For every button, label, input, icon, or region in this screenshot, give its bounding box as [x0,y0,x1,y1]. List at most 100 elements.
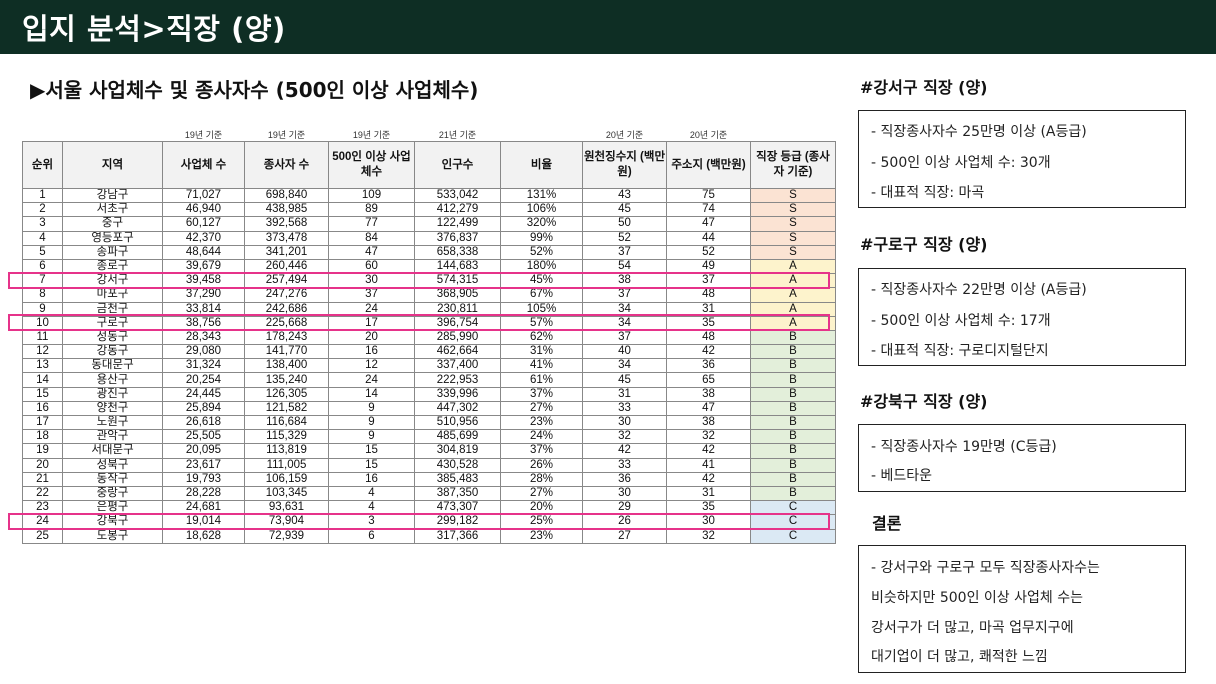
cell-region: 강남구 [62,188,163,204]
cell-businesses: 20,095 [162,443,245,459]
cell-ratio: 67% [500,287,583,303]
cell-employees: 103,345 [244,486,329,502]
cell-region: 동대문구 [62,358,163,374]
cell-address-income: 48 [666,330,751,346]
summary-line: - 직장종사자수 22만명 이상 (A등급) [871,282,1087,298]
base-year-cell: 21년 기준 [414,128,501,142]
cell-ratio: 31% [500,344,583,360]
cell-rank: 8 [22,287,63,303]
cell-businesses: 48,644 [162,245,245,260]
base-year-cell: 19년 기준 [328,128,415,142]
cell-large-businesses: 89 [328,202,415,218]
table-row: 22 중랑구 28,228 103,345 4 387,350 27% 30 31 B [22,486,836,502]
cell-address-income: 75 [666,188,751,204]
cell-region: 동작구 [62,472,163,487]
cell-businesses: 20,254 [162,372,245,388]
cell-businesses: 71,027 [162,188,245,204]
cell-address-income: 48 [666,287,751,303]
cell-address-income: 36 [666,358,751,374]
cell-address-income: 42 [666,472,751,487]
cell-job-grade: B [750,372,836,388]
cell-withholding-income: 52 [582,231,667,246]
cell-population: 122,499 [414,216,501,232]
cell-rank: 15 [22,387,63,402]
cell-job-grade: S [750,188,836,204]
cell-address-income: 42 [666,443,751,459]
header-job-grade: 직장 등급 (종사자 기준) [750,141,836,189]
cell-large-businesses: 15 [328,443,415,459]
cell-region: 영등포구 [62,231,163,246]
cell-employees: 73,904 [244,514,329,530]
cell-population: 430,528 [414,458,501,473]
cell-large-businesses: 4 [328,486,415,502]
cell-region: 관악구 [62,429,163,445]
cell-job-grade: A [750,273,836,289]
cell-ratio: 28% [500,472,583,487]
cell-rank: 18 [22,429,63,445]
table-row: 7 강서구 39,458 257,494 30 574,315 45% 38 37 A [22,273,836,289]
header-employees: 종사자 수 [244,141,329,189]
cell-rank: 11 [22,330,63,346]
cell-businesses: 25,505 [162,429,245,445]
page-title: 입지 분석>직장 (양) [22,12,286,46]
cell-region: 광진구 [62,387,163,402]
cell-rank: 25 [22,529,63,544]
cell-population: 658,338 [414,245,501,260]
cell-job-grade: B [750,387,836,402]
cell-ratio: 52% [500,245,583,260]
cell-address-income: 44 [666,231,751,246]
table-row: 4 영등포구 42,370 373,478 84 376,837 99% 52 44 S [22,231,836,246]
table-row: 12 강동구 29,080 141,770 16 462,664 31% 40 42 B [22,344,836,360]
cell-rank: 14 [22,372,63,388]
cell-job-grade: B [750,458,836,473]
conclusion-line: 비슷하지만 500인 이상 사업체 수는 [871,590,1083,606]
cell-population: 304,819 [414,443,501,459]
summary-line: - 직장종사자수 25만명 이상 (A등급) [871,124,1087,140]
cell-job-grade: B [750,472,836,487]
cell-population: 396,754 [414,316,501,331]
cell-businesses: 26,618 [162,415,245,431]
cell-job-grade: C [750,500,836,516]
cell-rank: 16 [22,401,63,417]
cell-businesses: 42,370 [162,231,245,246]
cell-large-businesses: 9 [328,429,415,445]
table-row: 2 서초구 46,940 438,985 89 412,279 106% 45 74 S [22,202,836,218]
table-row: 8 마포구 37,290 247,276 37 368,905 67% 37 48 A [22,287,836,303]
cell-region: 마포구 [62,287,163,303]
cell-ratio: 24% [500,429,583,445]
cell-job-grade: B [750,401,836,417]
table-row: 6 종로구 39,679 260,446 60 144,683 180% 54 49 A [22,259,836,275]
header-region: 지역 [62,141,163,189]
cell-job-grade: A [750,287,836,303]
header-bar: 입지 분석>직장 (양) [0,0,1216,54]
cell-large-businesses: 14 [328,387,415,402]
cell-employees: 113,819 [244,443,329,459]
cell-large-businesses: 9 [328,415,415,431]
cell-employees: 116,684 [244,415,329,431]
cell-ratio: 99% [500,231,583,246]
cell-address-income: 41 [666,458,751,473]
cell-businesses: 31,324 [162,358,245,374]
gangbuk-summary-box: - 직장종사자수 19만명 (C등급) - 베드타운 [858,424,1186,492]
cell-withholding-income: 30 [582,415,667,431]
cell-employees: 121,582 [244,401,329,417]
base-year-cell: 19년 기준 [162,128,245,142]
cell-large-businesses: 24 [328,372,415,388]
table-row: 5 송파구 48,644 341,201 47 658,338 52% 37 52 S [22,245,836,260]
cell-withholding-income: 40 [582,344,667,360]
cell-withholding-income: 50 [582,216,667,232]
cell-population: 299,182 [414,514,501,530]
cell-population: 230,811 [414,302,501,317]
cell-ratio: 41% [500,358,583,374]
cell-region: 중구 [62,216,163,232]
cell-withholding-income: 34 [582,358,667,374]
cell-businesses: 19,793 [162,472,245,487]
cell-ratio: 131% [500,188,583,204]
cell-population: 510,956 [414,415,501,431]
table-row: 20 성북구 23,617 111,005 15 430,528 26% 33 41 B [22,458,836,473]
cell-rank: 19 [22,443,63,459]
cell-withholding-income: 32 [582,429,667,445]
summary-line: - 직장종사자수 19만명 (C등급) [871,439,1057,455]
summary-line: - 대표적 직장: 마곡 [871,185,985,201]
summary-line: - 500인 이상 사업체 수: 17개 [871,313,1051,329]
